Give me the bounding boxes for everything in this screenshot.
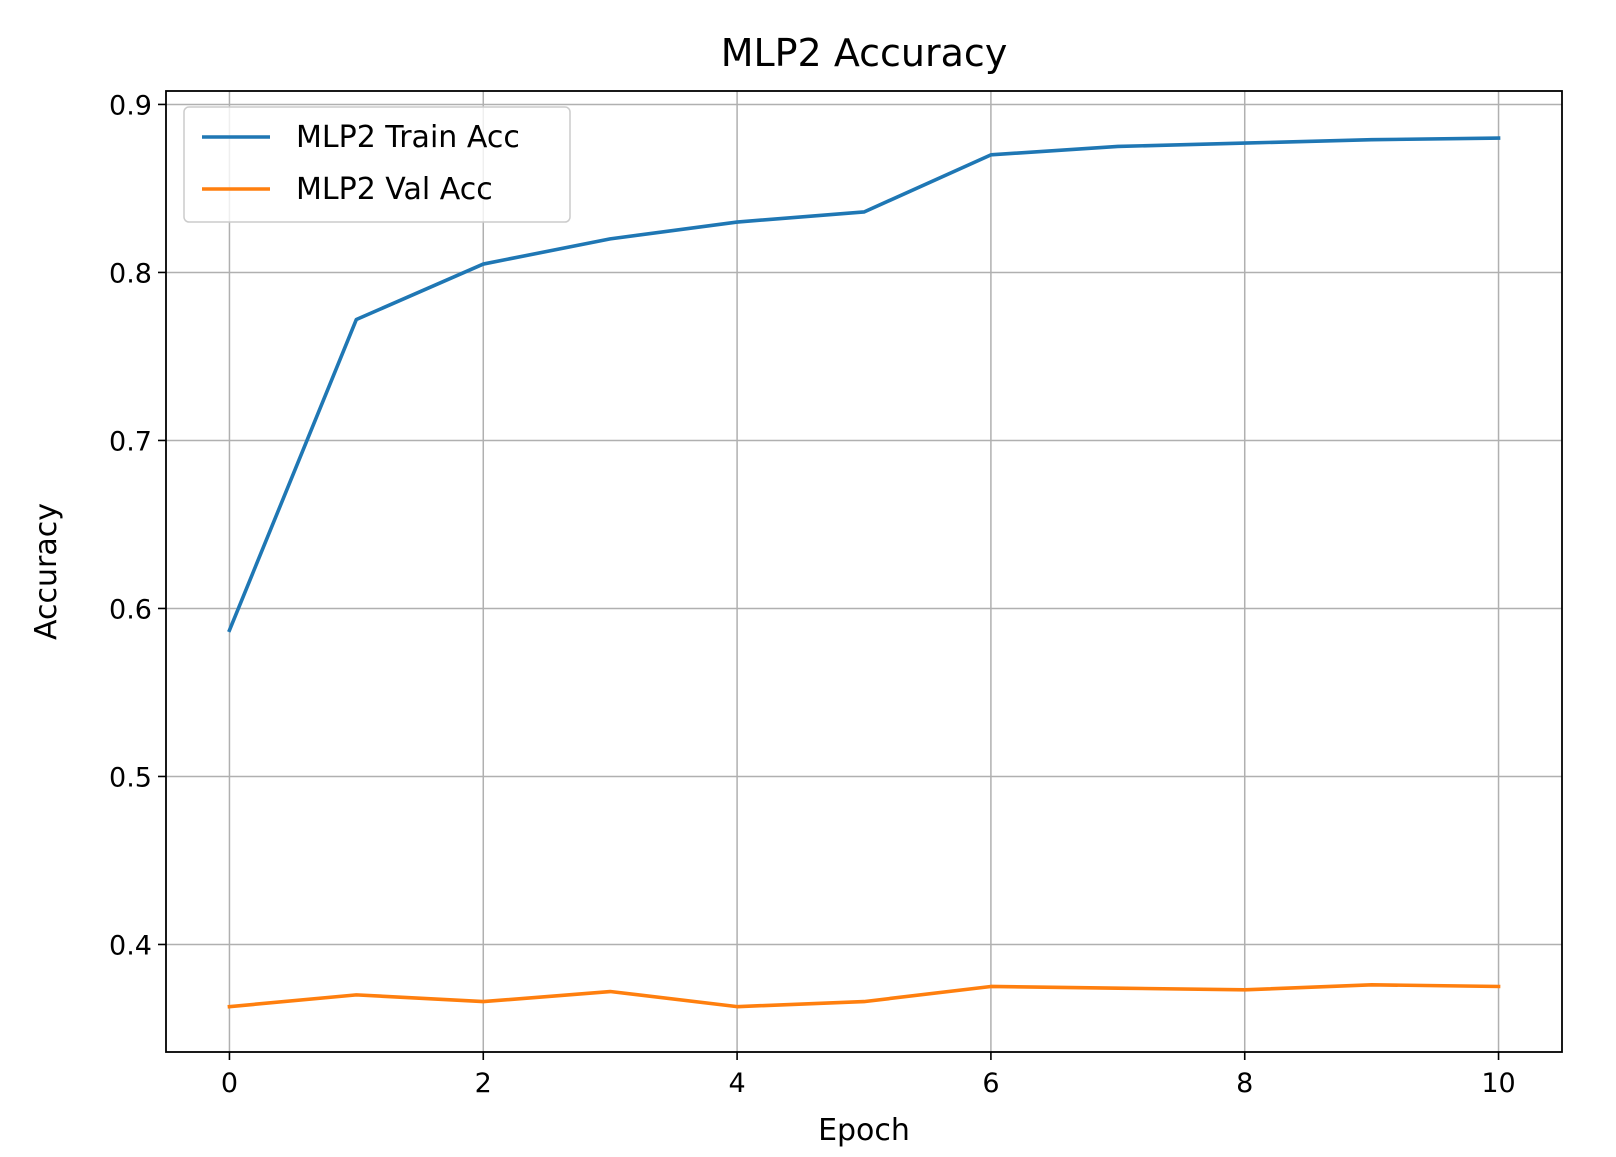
y-tick-label: 0.5 <box>109 762 152 793</box>
series-line-0 <box>227 136 1501 633</box>
y-tick-label: 0.8 <box>109 258 152 289</box>
chart-title: MLP2 Accuracy <box>721 31 1008 75</box>
x-tick-label: 8 <box>1236 1068 1253 1099</box>
x-tick-label: 4 <box>728 1068 745 1099</box>
x-tick-label: 2 <box>475 1068 492 1099</box>
x-axis-label: Epoch <box>818 1113 910 1148</box>
series-lines <box>227 136 1501 1009</box>
x-tick-label: 6 <box>982 1068 999 1099</box>
x-tick-label: 0 <box>221 1068 238 1099</box>
y-tick-label: 0.6 <box>109 594 152 625</box>
y-tick-label: 0.4 <box>109 930 152 961</box>
y-axis-label: Accuracy <box>29 503 64 640</box>
plot-frame <box>165 90 1563 1053</box>
legend-box <box>183 106 571 223</box>
legend: MLP2 Train Acc MLP2 Val Acc <box>183 106 571 223</box>
legend-label-0: MLP2 Train Acc <box>296 120 520 155</box>
x-tick-label: 10 <box>1481 1068 1515 1099</box>
series-line-1 <box>227 982 1501 1009</box>
y-tick-label: 0.9 <box>109 90 152 121</box>
axis-ticks: 0 2 4 6 8 10 0.4 0.5 0.6 0.7 0.8 0.9 <box>109 90 1516 1099</box>
grid <box>166 91 1562 1052</box>
legend-label-1: MLP2 Val Acc <box>296 172 493 207</box>
y-tick-label: 0.7 <box>109 426 152 457</box>
